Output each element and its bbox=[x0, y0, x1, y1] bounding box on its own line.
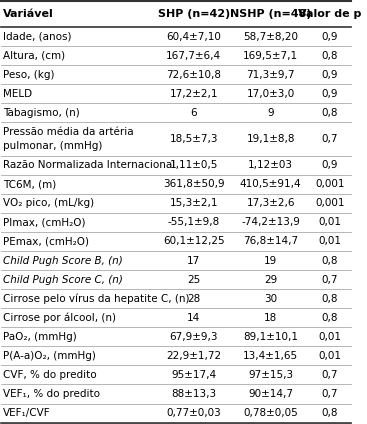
Text: 28: 28 bbox=[187, 294, 200, 304]
Text: -55,1±9,8: -55,1±9,8 bbox=[168, 218, 220, 227]
Text: 0,78±0,05: 0,78±0,05 bbox=[243, 408, 298, 418]
Text: 0,9: 0,9 bbox=[322, 160, 338, 170]
Text: SHP (n=42): SHP (n=42) bbox=[157, 9, 230, 19]
Text: 0,01: 0,01 bbox=[319, 237, 342, 246]
Text: 19: 19 bbox=[264, 256, 277, 265]
Text: pulmonar, (mmHg): pulmonar, (mmHg) bbox=[3, 141, 102, 151]
Text: Cirrose por álcool, (n): Cirrose por álcool, (n) bbox=[3, 312, 116, 323]
Text: 0,7: 0,7 bbox=[322, 275, 338, 285]
Text: 60,4±7,10: 60,4±7,10 bbox=[166, 32, 221, 42]
Text: VEF₁/CVF: VEF₁/CVF bbox=[3, 408, 51, 418]
Text: 18: 18 bbox=[264, 313, 277, 323]
Text: 25: 25 bbox=[187, 275, 200, 285]
Text: 22,9±1,72: 22,9±1,72 bbox=[166, 351, 221, 361]
Text: 90±14,7: 90±14,7 bbox=[248, 389, 293, 399]
Text: 58,7±8,20: 58,7±8,20 bbox=[243, 32, 298, 42]
Text: 0,8: 0,8 bbox=[322, 313, 338, 323]
Text: 9: 9 bbox=[267, 108, 274, 118]
Text: 6: 6 bbox=[190, 108, 197, 118]
Text: VEF₁, % do predito: VEF₁, % do predito bbox=[3, 389, 100, 399]
Text: 67,9±9,3: 67,9±9,3 bbox=[170, 332, 218, 342]
Text: CVF, % do predito: CVF, % do predito bbox=[3, 370, 97, 380]
Text: 13,4±1,65: 13,4±1,65 bbox=[243, 351, 298, 361]
Text: MELD: MELD bbox=[3, 89, 32, 99]
Text: Idade, (anos): Idade, (anos) bbox=[3, 32, 72, 42]
Text: 30: 30 bbox=[264, 294, 277, 304]
Text: Cirrose pelo vírus da hepatite C, (n): Cirrose pelo vírus da hepatite C, (n) bbox=[3, 293, 190, 304]
Text: 17,3±2,6: 17,3±2,6 bbox=[246, 198, 295, 208]
Text: 0,7: 0,7 bbox=[322, 134, 338, 144]
Text: PImax, (cmH₂O): PImax, (cmH₂O) bbox=[3, 218, 86, 227]
Text: 97±15,3: 97±15,3 bbox=[248, 370, 293, 380]
Text: Variável: Variável bbox=[3, 9, 54, 19]
Text: TC6M, (m): TC6M, (m) bbox=[3, 179, 57, 189]
Text: 88±13,3: 88±13,3 bbox=[171, 389, 216, 399]
Text: 17,2±2,1: 17,2±2,1 bbox=[170, 89, 218, 99]
Text: VO₂ pico, (mL/kg): VO₂ pico, (mL/kg) bbox=[3, 198, 94, 208]
Text: 410,5±91,4: 410,5±91,4 bbox=[240, 179, 301, 189]
Text: 95±17,4: 95±17,4 bbox=[171, 370, 216, 380]
Text: 169,5±7,1: 169,5±7,1 bbox=[243, 51, 298, 61]
Text: 15,3±2,1: 15,3±2,1 bbox=[170, 198, 218, 208]
Text: 0,001: 0,001 bbox=[315, 179, 345, 189]
Text: Child Pugh Score C, (n): Child Pugh Score C, (n) bbox=[3, 275, 123, 285]
Text: Valor de p: Valor de p bbox=[298, 9, 362, 19]
Text: Pressão média da artéria: Pressão média da artéria bbox=[3, 127, 134, 137]
Text: 1,12±03: 1,12±03 bbox=[248, 160, 293, 170]
Text: Razão Normalizada Internacional: Razão Normalizada Internacional bbox=[3, 160, 175, 170]
Text: 0,9: 0,9 bbox=[322, 89, 338, 99]
Text: 0,8: 0,8 bbox=[322, 294, 338, 304]
Text: 0,01: 0,01 bbox=[319, 351, 342, 361]
Text: 17,0±3,0: 17,0±3,0 bbox=[247, 89, 295, 99]
Text: PEmax, (cmH₂O): PEmax, (cmH₂O) bbox=[3, 237, 89, 246]
Text: P(A-a)O₂, (mmHg): P(A-a)O₂, (mmHg) bbox=[3, 351, 96, 361]
Text: 167,7±6,4: 167,7±6,4 bbox=[166, 51, 221, 61]
Text: 361,8±50,9: 361,8±50,9 bbox=[163, 179, 225, 189]
Text: 17: 17 bbox=[187, 256, 200, 265]
Text: Tabagismo, (n): Tabagismo, (n) bbox=[3, 108, 80, 118]
Text: 0,77±0,03: 0,77±0,03 bbox=[166, 408, 221, 418]
Text: 0,8: 0,8 bbox=[322, 108, 338, 118]
Text: Child Pugh Score B, (n): Child Pugh Score B, (n) bbox=[3, 256, 123, 265]
Text: 1,11±0,5: 1,11±0,5 bbox=[170, 160, 218, 170]
Text: 0,01: 0,01 bbox=[319, 218, 342, 227]
Text: 0,8: 0,8 bbox=[322, 408, 338, 418]
Text: 0,7: 0,7 bbox=[322, 370, 338, 380]
Text: 0,9: 0,9 bbox=[322, 70, 338, 80]
Text: 71,3±9,7: 71,3±9,7 bbox=[246, 70, 295, 80]
Text: 89,1±10,1: 89,1±10,1 bbox=[243, 332, 298, 342]
Text: 0,9: 0,9 bbox=[322, 32, 338, 42]
Text: 76,8±14,7: 76,8±14,7 bbox=[243, 237, 298, 246]
Text: 72,6±10,8: 72,6±10,8 bbox=[166, 70, 221, 80]
Text: NSHP (n=48): NSHP (n=48) bbox=[230, 9, 311, 19]
Text: PaO₂, (mmHg): PaO₂, (mmHg) bbox=[3, 332, 77, 342]
Text: 29: 29 bbox=[264, 275, 277, 285]
Text: 19,1±8,8: 19,1±8,8 bbox=[246, 134, 295, 144]
Text: Altura, (cm): Altura, (cm) bbox=[3, 51, 65, 61]
Text: 14: 14 bbox=[187, 313, 200, 323]
Text: 0,8: 0,8 bbox=[322, 256, 338, 265]
Text: 0,001: 0,001 bbox=[315, 198, 345, 208]
Text: 60,1±12,25: 60,1±12,25 bbox=[163, 237, 225, 246]
Text: 18,5±7,3: 18,5±7,3 bbox=[170, 134, 218, 144]
Text: 0,01: 0,01 bbox=[319, 332, 342, 342]
Text: 0,7: 0,7 bbox=[322, 389, 338, 399]
Text: Peso, (kg): Peso, (kg) bbox=[3, 70, 55, 80]
Text: -74,2±13,9: -74,2±13,9 bbox=[241, 218, 300, 227]
Text: 0,8: 0,8 bbox=[322, 51, 338, 61]
